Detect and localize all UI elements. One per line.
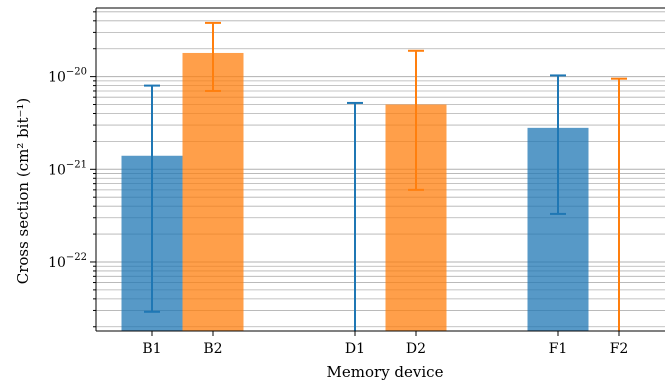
errorbar-d1 [347, 101, 363, 331]
errorbar-b1 [144, 84, 160, 313]
x-tick-label-b2: B2 [203, 341, 222, 357]
y-tick-label: 10−20 [48, 67, 87, 86]
errorbar-f1 [550, 74, 566, 215]
x-axis-label: Memory device [327, 363, 444, 381]
bar-b2 [182, 52, 244, 332]
x-ticks: B1 B2 D1 D2 F1 F2 [142, 331, 628, 357]
errorbar-b2 [205, 21, 221, 92]
x-tick-label-f2: F2 [610, 341, 629, 357]
x-tick-label-f1: F1 [549, 341, 568, 357]
x-tick-label-b1: B1 [142, 341, 161, 357]
x-tick-label-d1: D1 [345, 341, 365, 357]
errorbar-f2 [611, 77, 627, 331]
errorbar-d2 [408, 49, 424, 191]
y-axis-label: Cross section (cm² bit⁻¹) [14, 98, 32, 285]
x-tick-label-d2: D2 [406, 341, 426, 357]
y-ticks: 10−22 10−21 10−20 [48, 11, 96, 328]
y-tick-label: 10−21 [48, 159, 87, 178]
error-bars [144, 21, 627, 331]
y-tick-label: 10−22 [48, 252, 87, 271]
